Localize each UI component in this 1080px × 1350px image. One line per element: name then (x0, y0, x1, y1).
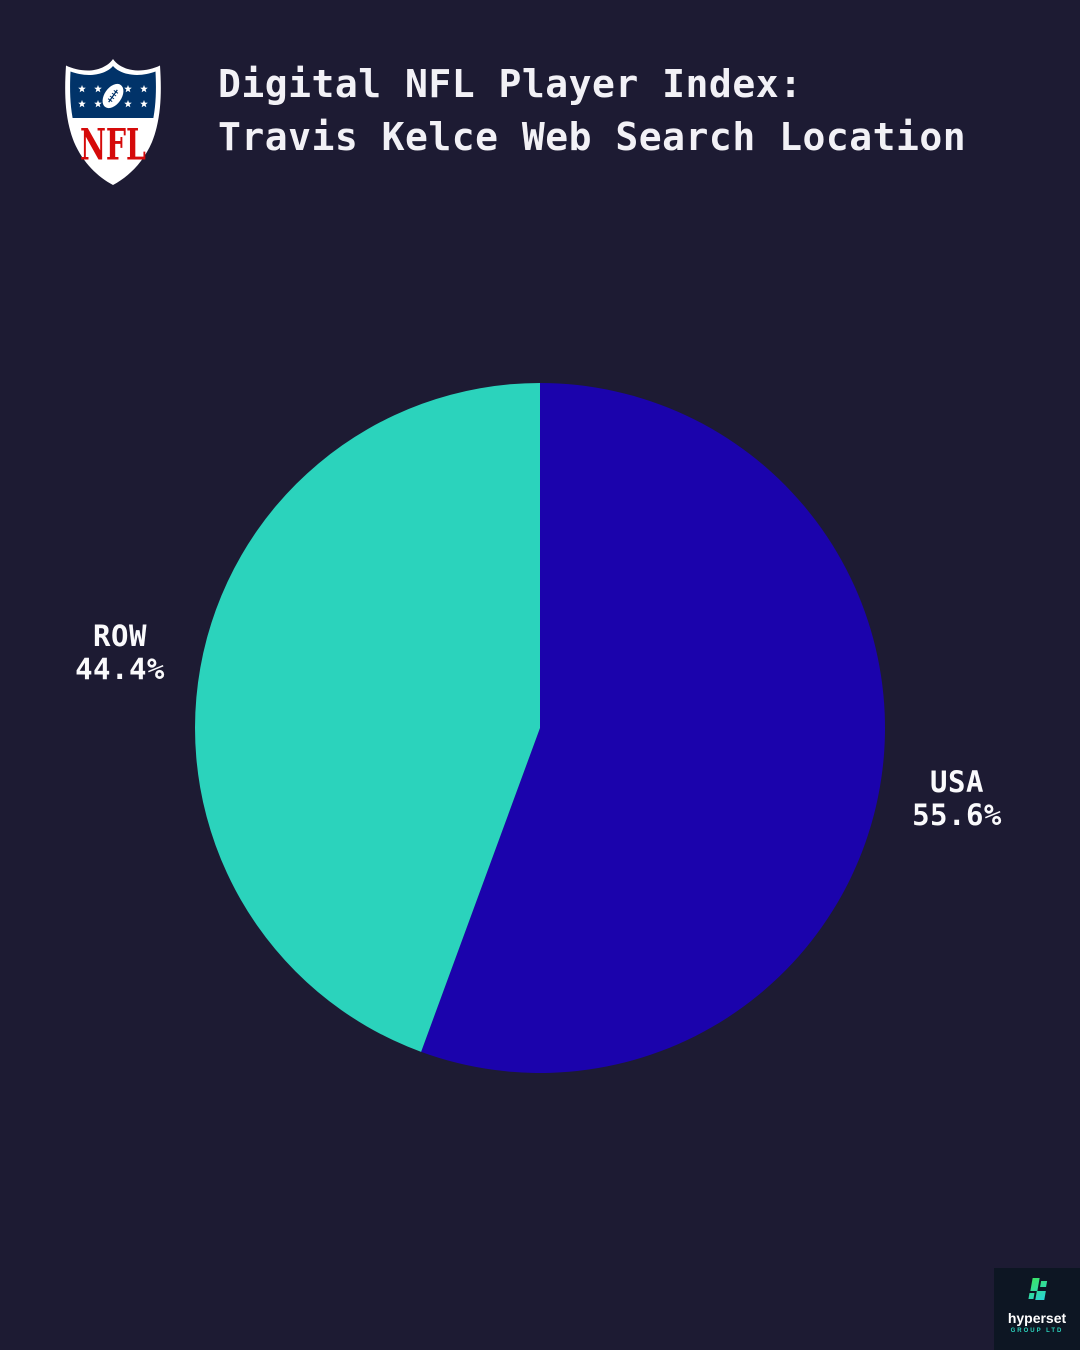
pie-chart-svg (195, 383, 886, 1073)
pie-label-row-name: ROW (93, 619, 147, 653)
nfl-wordmark: NFL (80, 121, 146, 171)
pie-slice-row (195, 383, 540, 1052)
hyperset-logo: hyperset GROUP LTD (994, 1268, 1080, 1350)
chart-title-line2: Travis Kelce Web Search Location (218, 115, 967, 159)
pie-slice-usa (421, 383, 886, 1073)
pie-label-row-percent: 44.4% (75, 652, 165, 686)
nfl-logo: NFL (65, 59, 161, 185)
chart-title: Digital NFL Player Index: Travis Kelce W… (218, 58, 966, 164)
pie-label-usa-name: USA (930, 765, 984, 799)
pie-label-usa-percent: 55.6% (912, 798, 1002, 832)
pie-chart (190, 378, 890, 1078)
pie-label-usa: USA 55.6% (857, 766, 1057, 832)
football-icon (102, 83, 124, 109)
hyperset-subtext: GROUP LTD (1010, 1328, 1064, 1334)
chart-title-line1: Digital NFL Player Index: (218, 62, 803, 106)
pie-label-row: ROW 44.4% (20, 620, 220, 686)
hyperset-wordmark: hyperset (1007, 1310, 1067, 1326)
hyperset-icon (1028, 1278, 1048, 1300)
